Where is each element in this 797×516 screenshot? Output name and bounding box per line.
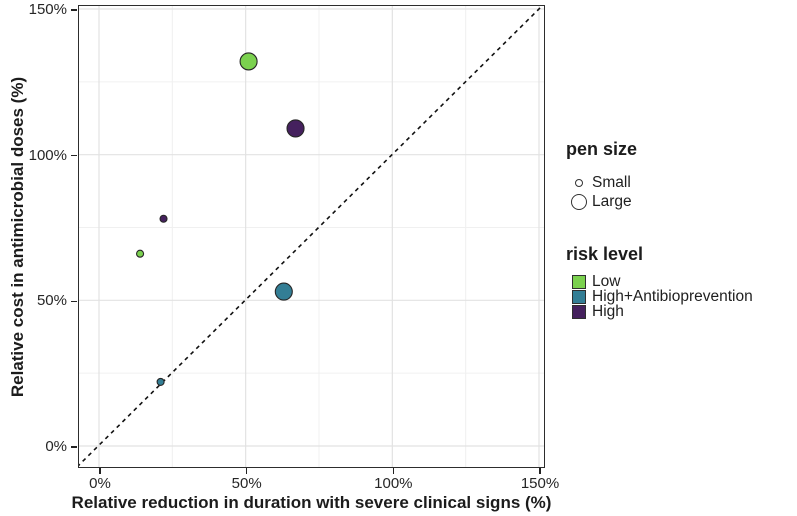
x-tick-mark: [539, 468, 541, 474]
legend-label-low: Low: [592, 273, 621, 290]
small-circle-icon: [575, 178, 583, 187]
data-point: [159, 215, 168, 224]
legend: pen size Small Large risk level Low High: [566, 139, 794, 319]
high-antibioprevention-color-swatch-icon: [572, 289, 586, 304]
x-tick-mark: [245, 468, 248, 474]
legend-title-pen-size: pen size: [566, 139, 638, 159]
x-tick-label: 0%: [89, 475, 111, 492]
data-point: [275, 282, 294, 302]
data-point: [286, 119, 305, 138]
y-tick-label: 50%: [36, 292, 67, 310]
identity-line: [79, 6, 544, 467]
legend-key: [566, 274, 592, 289]
legend-label-high-antibioprevention: High+Antibioprevention: [592, 288, 753, 305]
legend-title-risk-level: risk level: [566, 244, 644, 264]
legend-item-small: Small: [566, 173, 794, 192]
legend-key: [566, 193, 592, 210]
y-axis-title: Relative cost in antimicrobial doses (%): [8, 76, 27, 398]
plot-area-svg: [79, 6, 544, 467]
x-tick-mark: [99, 468, 101, 474]
data-point: [156, 378, 166, 387]
legend-key: [566, 289, 592, 304]
y-tick-mark: [71, 300, 77, 303]
legend-item-high-antibioprevention: High+Antibioprevention: [566, 289, 794, 304]
x-tick-label: 150%: [520, 475, 560, 492]
x-tick-label: 50%: [231, 475, 262, 492]
legend-item-high: High: [566, 304, 794, 319]
large-circle-icon: [571, 193, 587, 210]
legend-key: [566, 304, 592, 319]
x-axis-title: Relative reduction in duration with seve…: [71, 493, 552, 512]
legend-item-low: Low: [566, 274, 794, 289]
y-tick-mark: [71, 446, 77, 448]
y-tick-mark: [71, 154, 77, 157]
plot-panel: [78, 5, 545, 468]
y-tick-label: 150%: [28, 1, 67, 18]
y-tick-label: 100%: [28, 146, 67, 164]
legend-label-large: Large: [592, 193, 632, 210]
y-tick-mark: [71, 9, 77, 11]
data-point: [239, 52, 259, 71]
x-tick-label: 100%: [374, 475, 413, 492]
high-color-swatch-icon: [572, 304, 586, 319]
y-tick-label: 0%: [45, 438, 67, 455]
legend-label-small: Small: [592, 174, 631, 191]
legend-item-large: Large: [566, 192, 794, 211]
data-point: [136, 250, 145, 259]
low-color-swatch-icon: [572, 274, 586, 289]
legend-label-high: High: [592, 303, 624, 320]
legend-key: [566, 178, 592, 187]
x-tick-mark: [392, 468, 395, 474]
